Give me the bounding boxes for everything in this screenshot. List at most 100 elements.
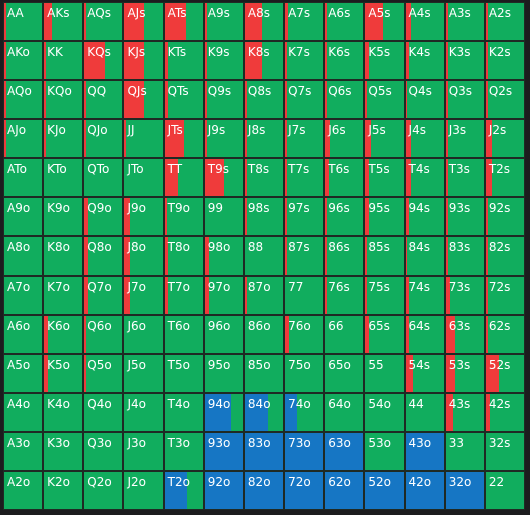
hand-cell-42s[interactable]: 42s (484, 392, 525, 432)
hand-cell-jj[interactable]: JJ (123, 119, 164, 159)
hand-cell-98s[interactable]: 98s (243, 197, 285, 237)
hand-cell-t2o[interactable]: T2o (163, 470, 204, 510)
hand-cell-aa[interactable]: AA (3, 2, 44, 42)
hand-cell-k6s[interactable]: K6s (324, 41, 365, 81)
hand-cell-qq[interactable]: QQ (83, 80, 124, 120)
hand-cell-74s[interactable]: 74s (404, 275, 445, 315)
hand-cell-a3s[interactable]: A3s (444, 2, 485, 42)
hand-cell-tt[interactable]: TT (163, 158, 204, 198)
hand-cell-82s[interactable]: 82s (484, 236, 525, 276)
hand-cell-kts[interactable]: KTs (163, 41, 204, 81)
hand-cell-q8o[interactable]: Q8o (83, 236, 124, 276)
hand-cell-83s[interactable]: 83s (444, 236, 485, 276)
hand-cell-85s[interactable]: 85s (364, 236, 405, 276)
hand-cell-94s[interactable]: 94s (404, 197, 445, 237)
hand-cell-ato[interactable]: ATo (3, 158, 44, 198)
hand-cell-92s[interactable]: 92s (484, 197, 525, 237)
hand-cell-k8s[interactable]: K8s (243, 41, 285, 81)
hand-cell-94o[interactable]: 94o (203, 392, 244, 432)
hand-cell-a5o[interactable]: A5o (3, 353, 44, 393)
hand-cell-q8s[interactable]: Q8s (243, 80, 285, 120)
hand-cell-jto[interactable]: JTo (123, 158, 164, 198)
hand-cell-a3o[interactable]: A3o (3, 431, 44, 471)
hand-cell-j2o[interactable]: J2o (123, 470, 164, 510)
hand-cell-63o[interactable]: 63o (324, 431, 365, 471)
hand-cell-q4s[interactable]: Q4s (404, 80, 445, 120)
hand-cell-q9s[interactable]: Q9s (203, 80, 244, 120)
hand-cell-96o[interactable]: 96o (203, 314, 244, 354)
hand-cell-j5o[interactable]: J5o (123, 353, 164, 393)
hand-cell-86s[interactable]: 86s (324, 236, 365, 276)
hand-cell-t6o[interactable]: T6o (163, 314, 204, 354)
hand-cell-44[interactable]: 44 (404, 392, 445, 432)
hand-cell-kjs[interactable]: KJs (123, 41, 164, 81)
hand-cell-a9s[interactable]: A9s (203, 2, 244, 42)
hand-cell-62o[interactable]: 62o (324, 470, 365, 510)
hand-cell-ats[interactable]: ATs (163, 2, 204, 42)
hand-cell-aqo[interactable]: AQo (3, 80, 44, 120)
hand-cell-a2s[interactable]: A2s (484, 2, 525, 42)
hand-cell-qts[interactable]: QTs (163, 80, 204, 120)
hand-cell-k4s[interactable]: K4s (404, 41, 445, 81)
hand-cell-95o[interactable]: 95o (203, 353, 244, 393)
hand-cell-k5s[interactable]: K5s (364, 41, 405, 81)
hand-cell-k3s[interactable]: K3s (444, 41, 485, 81)
hand-cell-99[interactable]: 99 (203, 197, 244, 237)
hand-cell-52o[interactable]: 52o (364, 470, 405, 510)
hand-cell-t8s[interactable]: T8s (243, 158, 285, 198)
hand-cell-84s[interactable]: 84s (404, 236, 445, 276)
hand-cell-ajo[interactable]: AJo (3, 119, 44, 159)
hand-cell-97s[interactable]: 97s (284, 197, 325, 237)
hand-cell-t3s[interactable]: T3s (444, 158, 485, 198)
hand-cell-aks[interactable]: AKs (43, 2, 84, 42)
hand-cell-j7s[interactable]: J7s (284, 119, 325, 159)
hand-cell-87s[interactable]: 87s (284, 236, 325, 276)
hand-cell-52s[interactable]: 52s (484, 353, 525, 393)
hand-cell-64o[interactable]: 64o (324, 392, 365, 432)
hand-cell-a7s[interactable]: A7s (284, 2, 325, 42)
hand-cell-43s[interactable]: 43s (444, 392, 485, 432)
hand-cell-k4o[interactable]: K4o (43, 392, 84, 432)
hand-cell-j2s[interactable]: J2s (484, 119, 525, 159)
hand-cell-k3o[interactable]: K3o (43, 431, 84, 471)
hand-cell-a2o[interactable]: A2o (3, 470, 44, 510)
hand-cell-a5s[interactable]: A5s (364, 2, 405, 42)
hand-cell-j6s[interactable]: J6s (324, 119, 365, 159)
hand-cell-76s[interactable]: 76s (324, 275, 365, 315)
hand-cell-a6o[interactable]: A6o (3, 314, 44, 354)
hand-cell-66[interactable]: 66 (324, 314, 365, 354)
hand-cell-87o[interactable]: 87o (243, 275, 285, 315)
hand-cell-72s[interactable]: 72s (484, 275, 525, 315)
hand-cell-76o[interactable]: 76o (284, 314, 325, 354)
hand-cell-98o[interactable]: 98o (203, 236, 244, 276)
hand-cell-53o[interactable]: 53o (364, 431, 405, 471)
hand-cell-63s[interactable]: 63s (444, 314, 485, 354)
hand-cell-t2s[interactable]: T2s (484, 158, 525, 198)
hand-cell-q2s[interactable]: Q2s (484, 80, 525, 120)
hand-cell-j9s[interactable]: J9s (203, 119, 244, 159)
hand-cell-t5o[interactable]: T5o (163, 353, 204, 393)
hand-cell-a4s[interactable]: A4s (404, 2, 445, 42)
hand-cell-ajs[interactable]: AJs (123, 2, 164, 42)
hand-cell-64s[interactable]: 64s (404, 314, 445, 354)
hand-cell-22[interactable]: 22 (484, 470, 525, 510)
hand-cell-54o[interactable]: 54o (364, 392, 405, 432)
hand-cell-j5s[interactable]: J5s (364, 119, 405, 159)
hand-cell-k7o[interactable]: K7o (43, 275, 84, 315)
hand-cell-32s[interactable]: 32s (484, 431, 525, 471)
hand-cell-t4o[interactable]: T4o (163, 392, 204, 432)
hand-cell-j6o[interactable]: J6o (123, 314, 164, 354)
hand-cell-j7o[interactable]: J7o (123, 275, 164, 315)
hand-cell-42o[interactable]: 42o (404, 470, 445, 510)
hand-cell-q5o[interactable]: Q5o (83, 353, 124, 393)
hand-cell-83o[interactable]: 83o (243, 431, 285, 471)
hand-cell-72o[interactable]: 72o (284, 470, 325, 510)
hand-cell-kto[interactable]: KTo (43, 158, 84, 198)
hand-cell-33[interactable]: 33 (444, 431, 485, 471)
hand-cell-75o[interactable]: 75o (284, 353, 325, 393)
hand-cell-a9o[interactable]: A9o (3, 197, 44, 237)
hand-cell-t3o[interactable]: T3o (163, 431, 204, 471)
hand-cell-t4s[interactable]: T4s (404, 158, 445, 198)
hand-cell-j3o[interactable]: J3o (123, 431, 164, 471)
hand-cell-q7o[interactable]: Q7o (83, 275, 124, 315)
